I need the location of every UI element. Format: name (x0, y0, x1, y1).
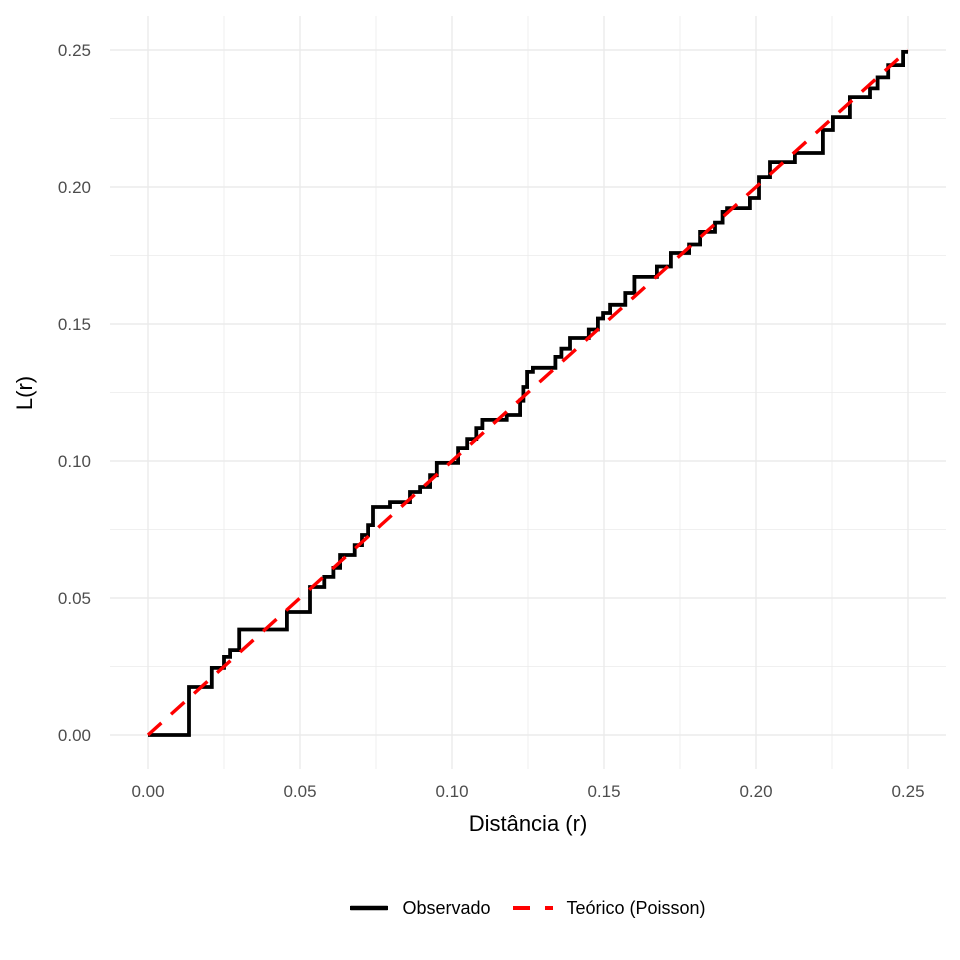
theoretical-dashed-line (146, 48, 910, 737)
legend: Observado Teórico (Poisson) (110, 886, 946, 930)
axis-tick-labels: 0.00 0.05 0.10 0.15 0.20 0.25 0.00 0.05 0.10 0.15… (58, 41, 925, 801)
legend-item-teorico: Teórico (Poisson) (512, 897, 706, 919)
x-tick-label: 0.00 (131, 782, 164, 801)
x-tick-label: 0.20 (739, 782, 772, 801)
y-tick-label: 0.05 (58, 589, 91, 608)
y-tick-label: 0.00 (58, 726, 91, 745)
y-tick-label: 0.15 (58, 315, 91, 334)
x-axis-title: Distância (r) (469, 811, 588, 836)
legend-item-observado: Observado (350, 897, 491, 919)
panel-grid (110, 16, 946, 769)
observed-step-line (148, 50, 908, 737)
x-tick-label: 0.15 (587, 782, 620, 801)
x-tick-label: 0.25 (891, 782, 924, 801)
series-layer (146, 48, 910, 737)
legend-label-observado: Observado (402, 897, 491, 918)
x-tick-label: 0.05 (283, 782, 316, 801)
y-tick-label: 0.20 (58, 178, 91, 197)
l-function-chart: 0.00 0.05 0.10 0.15 0.20 0.25 0.00 0.05 0.10 0.15… (12, 16, 946, 836)
x-tick-label: 0.10 (435, 782, 468, 801)
solid-line-key-icon (350, 905, 389, 911)
dashed-line-key-icon (512, 906, 553, 910)
y-axis-title: L(r) (12, 376, 37, 410)
y-tick-label: 0.10 (58, 452, 91, 471)
legend-label-teorico: Teórico (Poisson) (566, 897, 706, 918)
y-tick-label: 0.25 (58, 41, 91, 60)
